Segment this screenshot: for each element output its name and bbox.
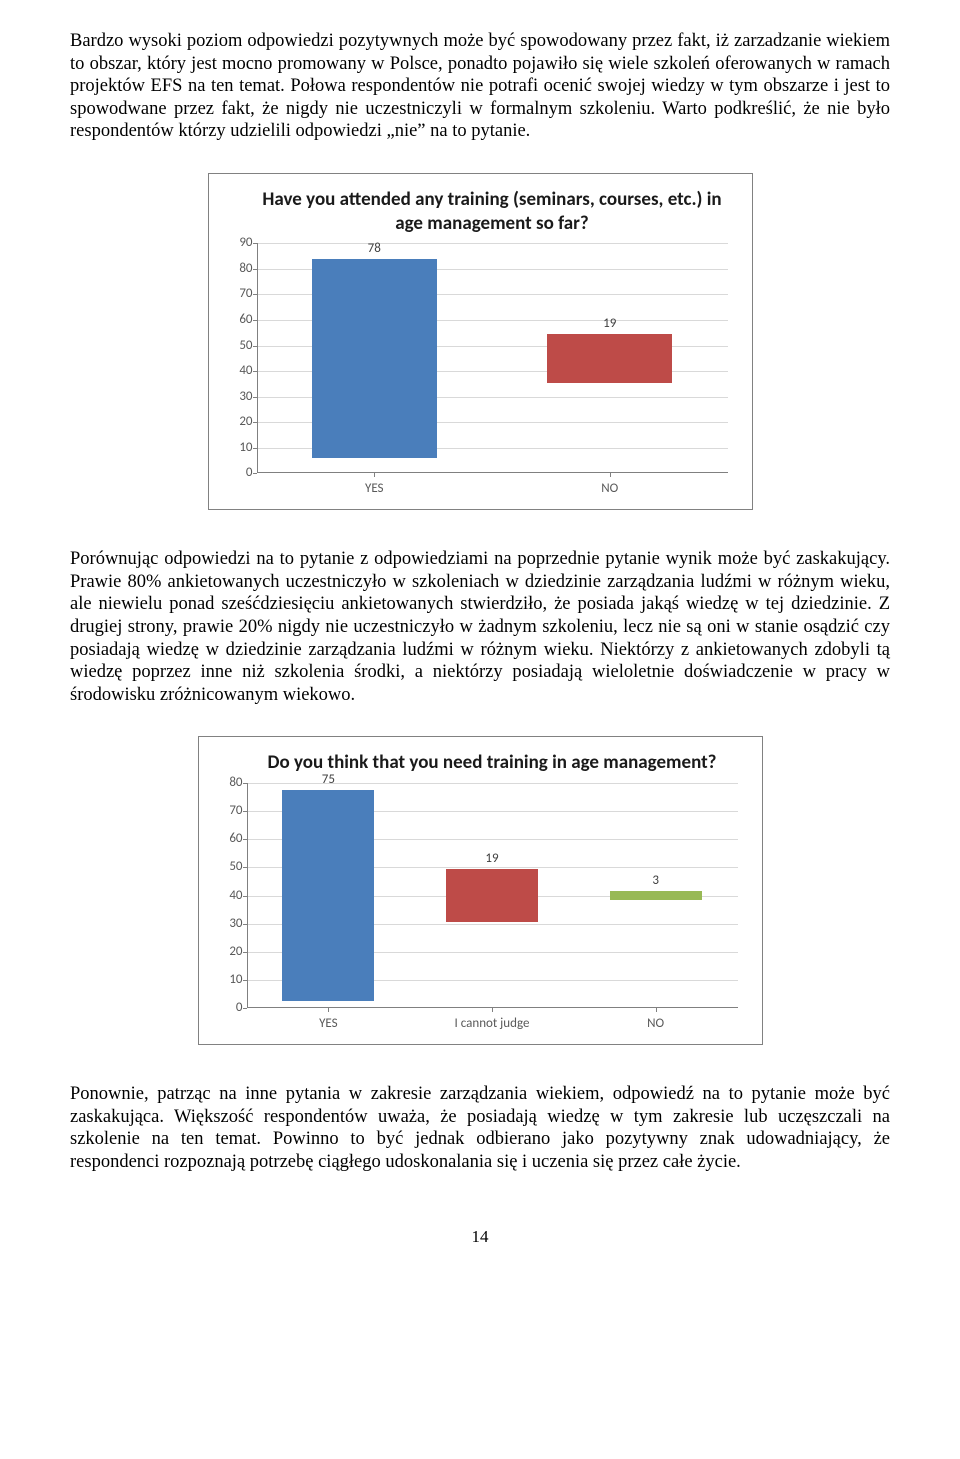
ytick-label: 30 — [215, 916, 243, 932]
paragraph-3: Ponownie, patrząc na inne pytania w zakr… — [70, 1083, 890, 1173]
ytick-label: 30 — [225, 389, 253, 405]
chart-need-training: Do you think that you need training in a… — [198, 736, 763, 1045]
bar-value-label: 19 — [485, 851, 498, 867]
xtick-label: NO — [647, 1016, 664, 1032]
bar: 19 — [446, 869, 538, 922]
ytick-label: 40 — [225, 363, 253, 379]
chart-2-container: Do you think that you need training in a… — [70, 736, 890, 1045]
bar: 75 — [282, 790, 374, 1001]
ytick-label: 50 — [215, 859, 243, 875]
ytick-label: 80 — [225, 261, 253, 277]
bar-value-label: 75 — [322, 772, 335, 788]
page-number: 14 — [70, 1227, 890, 1248]
xtick-label: YES — [319, 1016, 338, 1032]
plot-area-1: 010203040506070809078YES19NO — [257, 243, 728, 473]
bar-value-label: 78 — [368, 241, 381, 257]
ytick-label: 80 — [215, 775, 243, 791]
ytick-mark — [243, 1008, 247, 1009]
paragraph-2: Porównując odpowiedzi na to pytanie z od… — [70, 548, 890, 706]
bar-slot: 19I cannot judge — [446, 783, 538, 1008]
bar: 19 — [547, 334, 672, 383]
ytick-label: 70 — [215, 803, 243, 819]
bar: 3 — [610, 891, 702, 899]
ytick-label: 10 — [215, 972, 243, 988]
bar-value-label: 3 — [652, 873, 659, 889]
ytick-label: 40 — [215, 888, 243, 904]
xtick-mark — [374, 473, 375, 477]
ytick-label: 20 — [225, 414, 253, 430]
xtick-mark — [610, 473, 611, 477]
bar-slot: 75YES — [282, 783, 374, 1008]
ytick-label: 10 — [225, 440, 253, 456]
ytick-label: 70 — [225, 286, 253, 302]
plot-area-2: 0102030405060708075YES19I cannot judge3N… — [247, 783, 738, 1008]
xtick-label: NO — [601, 481, 618, 497]
chart-title-1: Have you attended any training (seminars… — [257, 188, 728, 236]
xtick-mark — [656, 1008, 657, 1012]
bar-slot: 3NO — [610, 783, 702, 1008]
chart-title-2: Do you think that you need training in a… — [247, 751, 738, 775]
chart-1-container: Have you attended any training (seminars… — [70, 173, 890, 511]
ytick-label: 0 — [225, 465, 253, 481]
bar-slot: 19NO — [547, 243, 672, 473]
ytick-label: 60 — [215, 831, 243, 847]
chart-training-attended: Have you attended any training (seminars… — [208, 173, 753, 511]
xtick-mark — [492, 1008, 493, 1012]
xtick-label: YES — [365, 481, 384, 497]
bar: 78 — [312, 259, 437, 458]
ytick-label: 60 — [225, 312, 253, 328]
paragraph-1: Bardzo wysoki poziom odpowiedzi pozytywn… — [70, 30, 890, 143]
bars-group-2: 75YES 19I cannot judge 3NO — [247, 783, 738, 1008]
ytick-label: 90 — [225, 235, 253, 251]
xtick-label: I cannot judge — [455, 1016, 530, 1032]
ytick-label: 20 — [215, 944, 243, 960]
ytick-label: 0 — [215, 1000, 243, 1016]
ytick-label: 50 — [225, 338, 253, 354]
bar-slot: 78YES — [312, 243, 437, 473]
xtick-mark — [328, 1008, 329, 1012]
bar-value-label: 19 — [603, 316, 616, 332]
ytick-mark — [253, 473, 257, 474]
bars-group-1: 78YES 19NO — [257, 243, 728, 473]
